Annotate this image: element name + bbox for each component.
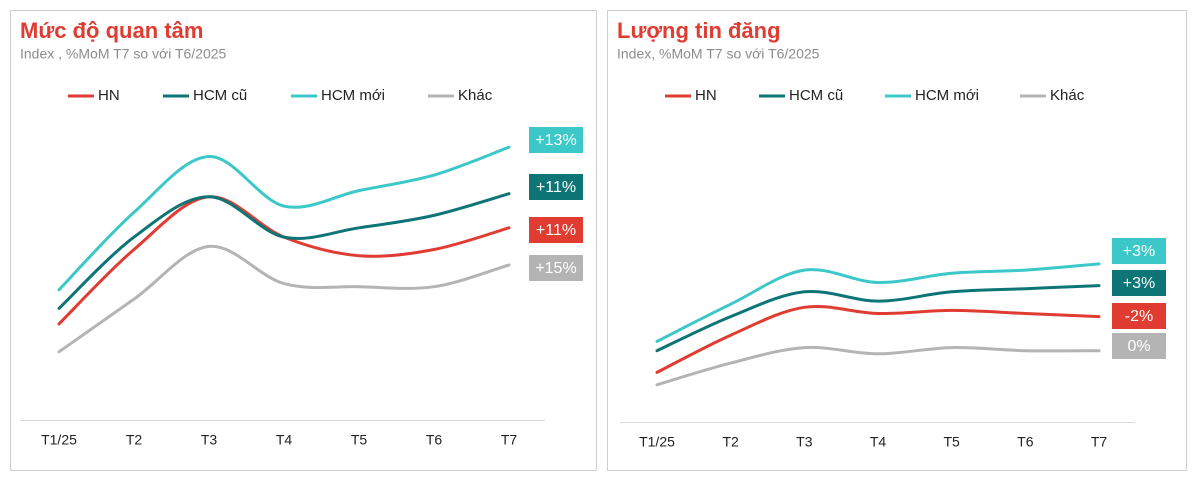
legend-label: HN <box>98 87 120 104</box>
series-line <box>655 284 1101 353</box>
end-label-box <box>1112 270 1166 296</box>
x-tick-label: T5 <box>943 434 960 450</box>
end-label-box <box>1112 303 1166 329</box>
end-label-box <box>529 174 583 200</box>
legend-label: HCM mới <box>915 87 979 104</box>
x-tick-label: T7 <box>1091 434 1108 450</box>
legend-label: Khác <box>1050 87 1085 104</box>
chart-title: Mức độ quan tâm <box>20 18 203 43</box>
legend-label: HCM cũ <box>789 87 843 104</box>
x-tick-label: T4 <box>870 434 887 450</box>
end-label: +13% <box>535 132 576 149</box>
x-tick-label: T6 <box>426 432 443 448</box>
x-tick-label: T3 <box>796 434 813 450</box>
series-line <box>655 262 1101 343</box>
end-label-box <box>529 255 583 281</box>
x-tick-label: T1/25 <box>41 432 77 448</box>
legend-label: Khác <box>458 87 493 104</box>
x-tick-label: T6 <box>1017 434 1034 450</box>
x-tick-label: T2 <box>126 432 143 448</box>
end-label: +15% <box>535 260 576 277</box>
series-line <box>655 305 1101 374</box>
x-tick-label: T2 <box>722 434 739 450</box>
series-line <box>57 244 511 354</box>
legend-label: HCM cũ <box>193 87 247 104</box>
chart-subtitle: Index , %MoM T7 so với T6/2025 <box>20 46 227 62</box>
end-label: +11% <box>536 222 576 239</box>
series-line <box>655 345 1101 387</box>
end-label: +3% <box>1123 243 1155 260</box>
end-label: +3% <box>1123 275 1155 292</box>
end-label-box <box>529 217 583 243</box>
legend-label: HCM mới <box>321 87 385 104</box>
x-tick-label: T3 <box>201 432 218 448</box>
end-label-box <box>1112 238 1166 264</box>
x-tick-label: T5 <box>351 432 368 448</box>
panel-frame <box>607 10 1187 471</box>
panel-frame <box>10 10 597 471</box>
end-label-box <box>529 127 583 153</box>
chart-subtitle: Index, %MoM T7 so với T6/2025 <box>617 46 820 62</box>
end-label: +11% <box>536 179 576 196</box>
end-label: 0% <box>1127 338 1150 355</box>
series-line <box>57 192 511 310</box>
end-label: -2% <box>1125 308 1153 325</box>
series-line <box>57 145 511 292</box>
chart-title: Lượng tin đăng <box>617 18 781 43</box>
x-tick-label: T1/25 <box>639 434 675 450</box>
end-label-box <box>1112 333 1166 359</box>
x-tick-label: T4 <box>276 432 293 448</box>
x-tick-label: T7 <box>501 432 518 448</box>
legend-label: HN <box>695 87 717 104</box>
